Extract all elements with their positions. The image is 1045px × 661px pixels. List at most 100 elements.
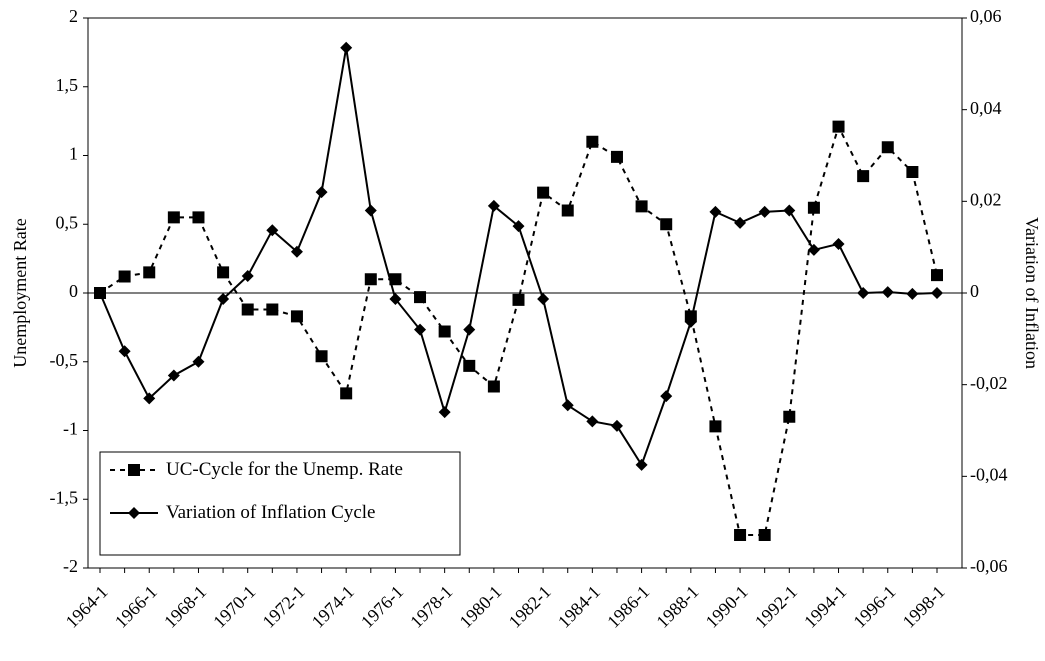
marker xyxy=(586,415,599,428)
y-tick-label: -0,5 xyxy=(50,350,79,370)
marker xyxy=(537,292,550,305)
marker xyxy=(487,199,500,212)
y2-tick-label: 0,02 xyxy=(970,189,1002,209)
marker xyxy=(906,166,919,178)
marker xyxy=(389,273,402,286)
x-tick-label: 1972-1 xyxy=(258,582,308,632)
marker xyxy=(315,186,328,199)
marker xyxy=(610,419,623,432)
x-tick-label: 1968-1 xyxy=(160,582,210,632)
marker xyxy=(832,120,845,133)
marker xyxy=(660,218,673,231)
marker xyxy=(931,287,943,299)
marker xyxy=(783,410,796,423)
x-tick-label: 1978-1 xyxy=(406,582,456,632)
x-tick-label: 1998-1 xyxy=(899,582,949,632)
marker xyxy=(512,293,525,306)
marker xyxy=(389,292,402,305)
y-tick-label: 0 xyxy=(69,281,78,301)
x-tick-label: 1964-1 xyxy=(62,582,112,632)
marker xyxy=(266,303,279,316)
marker xyxy=(241,270,254,283)
y-tick-label: 1,5 xyxy=(56,75,79,95)
marker xyxy=(758,529,771,541)
marker xyxy=(143,266,156,279)
marker xyxy=(881,286,894,299)
marker xyxy=(857,287,870,299)
marker xyxy=(561,399,574,412)
marker xyxy=(217,292,230,305)
marker xyxy=(315,350,328,363)
y-axis-label: Unemployment Rate xyxy=(10,218,30,367)
legend-label: UC-Cycle for the Unemp. Rate xyxy=(166,459,403,480)
x-tick-label: 1986-1 xyxy=(603,582,653,632)
legend-box xyxy=(99,451,461,556)
marker xyxy=(734,216,747,229)
marker xyxy=(709,205,722,218)
x-tick-label: 1980-1 xyxy=(455,582,505,632)
x-tick-label: 1996-1 xyxy=(849,582,899,632)
marker xyxy=(783,204,796,217)
marker xyxy=(192,211,205,224)
marker xyxy=(660,390,673,403)
y-tick-label: 1 xyxy=(69,144,78,164)
y2-tick-label: 0,06 xyxy=(970,6,1002,26)
marker xyxy=(734,529,747,541)
series-line xyxy=(99,47,938,468)
marker xyxy=(463,359,476,372)
y-tick-label: -1 xyxy=(63,419,78,439)
marker xyxy=(438,406,451,419)
marker xyxy=(709,420,722,433)
marker xyxy=(807,243,820,256)
marker xyxy=(487,380,500,393)
marker xyxy=(364,273,377,286)
x-tick-label: 1970-1 xyxy=(209,582,259,632)
marker xyxy=(931,269,943,282)
marker xyxy=(881,141,894,154)
marker xyxy=(586,135,599,148)
y2-tick-label: 0,04 xyxy=(970,98,1002,118)
y-tick-label: 0,5 xyxy=(56,212,79,232)
marker xyxy=(758,205,771,218)
marker xyxy=(414,291,427,304)
marker xyxy=(512,220,525,233)
marker xyxy=(438,325,451,338)
x-tick-label: 1990-1 xyxy=(702,582,752,632)
marker xyxy=(128,507,140,519)
marker xyxy=(340,387,353,400)
x-tick-label: 1988-1 xyxy=(652,582,702,632)
y2-axis-label: Variation of Inflation xyxy=(1022,217,1042,369)
marker xyxy=(414,323,427,336)
marker xyxy=(906,287,919,300)
marker xyxy=(241,303,254,316)
marker xyxy=(463,323,476,336)
y2-tick-label: 0 xyxy=(970,281,979,301)
marker xyxy=(561,204,574,217)
x-tick-label: 1994-1 xyxy=(800,582,850,632)
marker xyxy=(610,150,623,163)
marker xyxy=(340,41,353,54)
x-tick-label: 1976-1 xyxy=(357,582,407,632)
marker xyxy=(118,270,131,283)
marker xyxy=(290,310,303,323)
y-tick-label: -1,5 xyxy=(50,487,79,507)
marker xyxy=(832,237,845,250)
marker xyxy=(857,170,870,183)
marker xyxy=(94,287,106,299)
marker xyxy=(192,355,205,368)
x-tick-label: 1974-1 xyxy=(308,582,358,632)
marker xyxy=(635,200,648,213)
legend-label: Variation of Inflation Cycle xyxy=(166,502,376,523)
marker xyxy=(807,201,820,214)
marker xyxy=(266,224,279,237)
marker xyxy=(143,392,156,405)
x-tick-label: 1966-1 xyxy=(111,582,161,632)
x-tick-label: 1982-1 xyxy=(505,582,555,632)
marker xyxy=(635,458,648,471)
marker xyxy=(167,211,180,224)
y2-tick-label: -0,02 xyxy=(970,373,1008,393)
marker xyxy=(684,315,697,328)
x-tick-label: 1992-1 xyxy=(751,582,801,632)
x-tick-label: 1984-1 xyxy=(554,582,604,632)
